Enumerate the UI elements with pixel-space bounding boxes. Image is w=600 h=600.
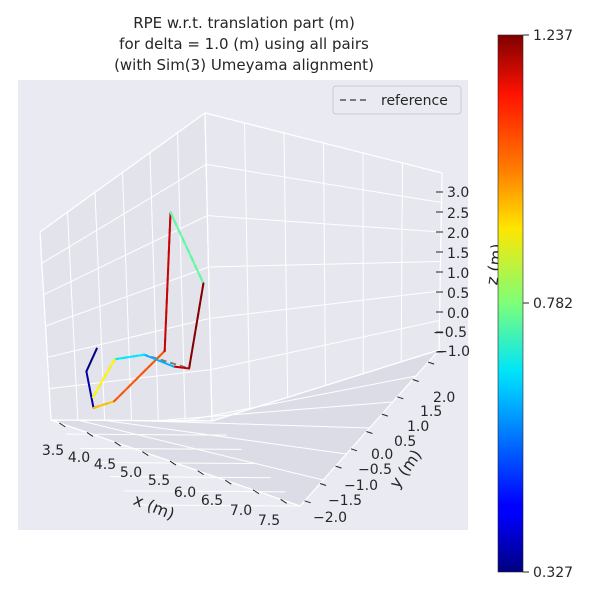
title-line-2: for delta = 1.0 (m) using all pairs — [119, 35, 369, 53]
z-tick-label: 2.0 — [447, 226, 469, 242]
grid-line — [204, 112, 443, 174]
x-tick-mark — [114, 441, 121, 447]
y-tick-mark — [350, 448, 358, 452]
z-tick-label: 0.5 — [447, 286, 469, 302]
grid-line — [39, 231, 52, 421]
z-tick-marks — [436, 191, 443, 353]
y-tick-mark — [366, 430, 373, 434]
grid-line — [158, 401, 393, 422]
z-tick-label: 2.5 — [447, 206, 469, 222]
y-tick-label: 0.5 — [394, 434, 416, 450]
legend-box — [332, 85, 462, 115]
z-tick-label: 1.0 — [447, 266, 469, 282]
x-tick-mark — [197, 470, 204, 476]
z-tick-label: 1.5 — [447, 246, 469, 262]
error-segment — [143, 353, 175, 368]
x-tick-label: 6.5 — [201, 493, 223, 509]
x-tick-label: 3.5 — [42, 443, 64, 459]
colorbar-min-label: 0.327 — [533, 565, 573, 581]
grid-line — [77, 419, 324, 481]
x-tick-label: 7.0 — [230, 503, 252, 519]
y-tick-mark — [412, 378, 419, 382]
chart-title: RPE w.r.t. translation part (m) for delt… — [114, 14, 374, 74]
x-tick-label: 5.5 — [148, 473, 170, 489]
grid-lines — [39, 112, 443, 507]
z-tick-label: 0.0 — [447, 306, 469, 322]
y-tick-label: 2.0 — [433, 390, 455, 406]
z-tick-label: 3.0 — [447, 185, 469, 201]
y-tick-mark — [304, 500, 311, 504]
grid-line — [80, 447, 242, 450]
grid-line — [41, 163, 207, 264]
y-tick-label: −1.0 — [344, 478, 378, 494]
grid-line — [50, 419, 301, 507]
colorbar-max-label: 1.237 — [533, 28, 573, 44]
legend: reference — [332, 85, 462, 115]
error-segment — [163, 211, 172, 352]
grid-line — [138, 504, 301, 507]
x-tick-mark — [225, 479, 232, 485]
colorbar-mid-label: 0.782 — [533, 296, 573, 312]
x-tick-label: 5.0 — [120, 465, 142, 481]
grid-line — [185, 375, 416, 422]
error-segment — [113, 353, 146, 361]
x-tick-mark — [169, 460, 177, 466]
error-segment — [85, 370, 95, 409]
y-tick-label: 1.5 — [420, 404, 442, 420]
grid-line — [131, 420, 370, 429]
y-tick-label: 0.0 — [371, 447, 393, 463]
error-segment — [169, 211, 205, 285]
error-segment — [172, 365, 191, 370]
error-trajectory — [85, 211, 205, 409]
y-tick-mark — [428, 361, 435, 365]
z-tick-label: −0.5 — [433, 325, 467, 341]
x-tick-label: 4.0 — [68, 450, 90, 466]
y-tick-label: −2.0 — [313, 510, 347, 526]
y-tick-marks — [304, 361, 435, 504]
x-tick-mark — [280, 498, 287, 504]
error-segment — [91, 358, 116, 399]
title-line-3: (with Sim(3) Umeyama alignment) — [114, 56, 374, 74]
x-tick-mark — [86, 432, 94, 437]
y-tick-label: −1.5 — [328, 493, 362, 509]
x-tick-marks — [59, 422, 287, 504]
colorbar-gradient — [498, 35, 523, 572]
x-tick-label: 4.5 — [94, 457, 116, 473]
grid-line — [104, 419, 347, 455]
grid-line — [109, 476, 271, 479]
title-line-1: RPE w.r.t. translation part (m) — [133, 14, 355, 32]
x-tick-mark — [59, 422, 66, 428]
x-tick-label: 6.0 — [174, 485, 196, 501]
y-tick-mark — [335, 465, 342, 469]
z-tick-label: −1.0 — [436, 344, 470, 360]
grid-line — [206, 163, 442, 203]
y-tick-label: −0.5 — [358, 462, 392, 478]
colorbar: 1.237 0.782 0.327 — [497, 28, 573, 581]
y-tick-label: 1.0 — [407, 419, 429, 435]
x-tick-mark — [252, 489, 260, 495]
x-tick-mark — [142, 451, 149, 456]
grid-line — [438, 172, 443, 351]
error-segment — [85, 347, 98, 373]
legend-reference-label: reference — [381, 93, 448, 109]
y-tick-mark — [381, 413, 389, 417]
grid-line — [39, 112, 206, 233]
y-tick-mark — [319, 482, 327, 486]
error-segment — [188, 282, 205, 370]
error-segment — [92, 400, 116, 409]
y-tick-mark — [397, 396, 404, 400]
x-tick-label: 7.5 — [258, 513, 280, 529]
